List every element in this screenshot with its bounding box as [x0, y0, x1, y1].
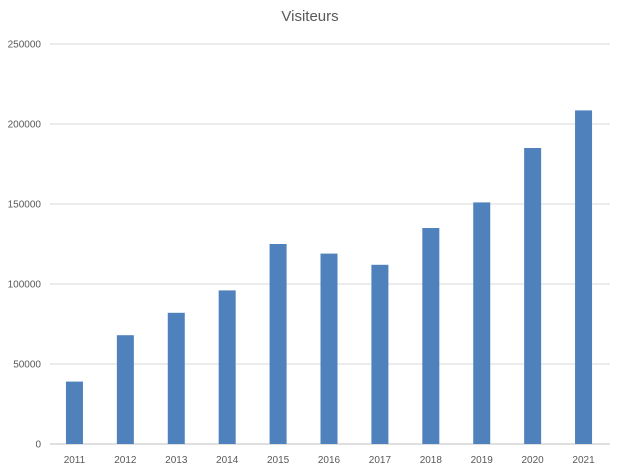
bars [65, 110, 593, 445]
bar-2017 [371, 264, 389, 444]
bar-2019 [473, 202, 491, 444]
bar-2016 [320, 253, 338, 444]
x-tick-label: 2020 [522, 455, 545, 466]
bar-2012 [116, 335, 134, 444]
bar-2013 [167, 312, 185, 444]
x-tick-label: 2017 [369, 455, 392, 466]
y-tick-label: 50000 [13, 360, 41, 371]
bar-2020 [524, 148, 542, 444]
x-tick-label: 2014 [216, 455, 239, 466]
x-tick-label: 2013 [165, 455, 188, 466]
bar-2015 [269, 244, 287, 444]
y-tick-label: 250000 [8, 40, 42, 51]
x-tick-label: 2011 [64, 455, 86, 466]
x-tick-label: 2015 [267, 455, 290, 466]
chart-title: Visiteurs [281, 8, 339, 25]
y-tick-label: 100000 [8, 280, 42, 291]
y-tick-label: 150000 [8, 200, 42, 211]
bar-2011 [65, 381, 83, 444]
y-axis-ticks: 0 50000 100000 150000 200000 250000 [8, 40, 42, 451]
x-tick-label: 2016 [318, 455, 341, 466]
x-tick-label: 2019 [471, 455, 494, 466]
bar-2014 [218, 290, 236, 444]
y-tick-label: 0 [35, 440, 41, 451]
x-axis-ticks: 2011 2012 2013 2014 2015 2016 2017 2018 2019 2020… [64, 455, 595, 466]
y-tick-label: 200000 [8, 120, 42, 131]
x-tick-label: 2021 [572, 455, 595, 466]
bar-2021 [575, 110, 593, 445]
x-tick-label: 2012 [114, 455, 137, 466]
x-tick-label: 2018 [420, 455, 443, 466]
bar-2018 [422, 228, 440, 444]
